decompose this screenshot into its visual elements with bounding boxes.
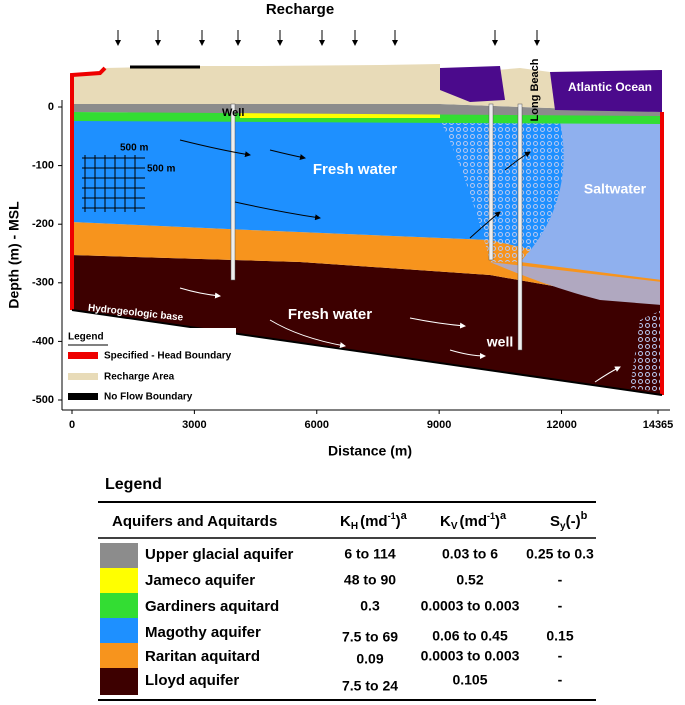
cell: 0.03 to 6 bbox=[442, 546, 498, 562]
cell: 0.06 to 0.45 bbox=[432, 628, 508, 644]
y-tick-label: 0 bbox=[48, 101, 54, 113]
mixing-dots bbox=[630, 310, 662, 392]
label: Fresh water bbox=[313, 161, 397, 178]
legend-item: Specified - Head Boundary bbox=[104, 351, 232, 362]
x-tick-label: 9000 bbox=[427, 419, 451, 431]
cross-section: Recharge Well 500 m 500 m Fresh water Sa… bbox=[6, 1, 674, 459]
table-header: KH (md-1)a bbox=[340, 510, 408, 532]
label: Fresh water bbox=[288, 306, 372, 323]
y-tick-label: -300 bbox=[32, 277, 54, 289]
cell: 7.5 to 69 bbox=[342, 629, 398, 645]
ocean bbox=[550, 70, 662, 112]
table-header: Sy(-)b bbox=[550, 510, 588, 532]
cell: 7.5 to 24 bbox=[342, 678, 398, 694]
cell: - bbox=[558, 672, 563, 688]
label: Long Beach bbox=[529, 58, 541, 121]
cell: 0.3 bbox=[360, 598, 380, 614]
swatch bbox=[100, 643, 138, 668]
x-tick-label: 0 bbox=[69, 419, 75, 431]
swatch bbox=[100, 543, 138, 568]
mixing-dots bbox=[440, 120, 564, 262]
lloyd-layer bbox=[72, 255, 662, 395]
label: Well bbox=[222, 107, 244, 119]
legend-item: No Flow Boundary bbox=[104, 392, 193, 403]
well bbox=[488, 103, 494, 261]
y-tick-label: -200 bbox=[32, 218, 54, 230]
y-tick-label: -500 bbox=[32, 394, 54, 406]
cell: 0.52 bbox=[456, 572, 483, 588]
legend-swatch bbox=[68, 352, 98, 359]
cell: 0.105 bbox=[452, 672, 487, 688]
y-tick-label: -400 bbox=[32, 335, 54, 347]
row-name: Jameco aquifer bbox=[145, 572, 255, 589]
head-boundary bbox=[70, 66, 107, 310]
y-tick-label: -100 bbox=[32, 160, 54, 172]
row-name: Gardiners aquitard bbox=[145, 598, 279, 615]
cell: 0.0003 to 0.003 bbox=[421, 648, 520, 664]
well bbox=[517, 103, 523, 351]
salt-mix bbox=[490, 262, 662, 305]
flow-arrow bbox=[179, 287, 621, 383]
flow-arrow bbox=[179, 139, 531, 239]
raritan-layer bbox=[72, 222, 662, 305]
x-tick-label: 12000 bbox=[546, 419, 577, 431]
recharge-arrow bbox=[115, 30, 540, 46]
saltwater-zone bbox=[520, 122, 662, 280]
table: Legend Aquifers and Aquitards KH (md-1)a … bbox=[98, 476, 596, 701]
well bbox=[230, 103, 236, 281]
row-name: Raritan aquitard bbox=[145, 648, 260, 665]
cell: 0.15 bbox=[546, 628, 573, 644]
legend-swatch bbox=[68, 373, 98, 380]
swatch bbox=[100, 568, 138, 593]
table-header: KV (md-1)a bbox=[440, 510, 507, 532]
label: Saltwater bbox=[584, 181, 647, 197]
legend-item: Recharge Area bbox=[104, 372, 175, 383]
x-tick-label: 6000 bbox=[305, 419, 329, 431]
x-tick-label: 3000 bbox=[182, 419, 206, 431]
grid-icon bbox=[82, 155, 145, 212]
base-line bbox=[71, 309, 663, 396]
swatch bbox=[100, 593, 138, 618]
label: 500 m bbox=[147, 164, 175, 175]
y-axis-label: Depth (m) - MSL bbox=[6, 201, 22, 309]
cell: 48 to 90 bbox=[344, 572, 396, 588]
cell: 0.25 to 0.3 bbox=[526, 546, 594, 562]
cell: 0.09 bbox=[356, 651, 383, 667]
ocean-shore bbox=[440, 66, 505, 102]
cell: 0.0003 to 0.003 bbox=[421, 598, 520, 614]
section-title: Recharge bbox=[266, 1, 334, 18]
row-name: Upper glacial aquifer bbox=[145, 546, 294, 563]
swatch bbox=[100, 668, 138, 695]
row-name: Magothy aquifer bbox=[145, 624, 261, 641]
table-title: Legend bbox=[105, 476, 162, 493]
table-header: Aquifers and Aquitards bbox=[112, 513, 277, 530]
upper-glacial-layer bbox=[72, 104, 662, 116]
cell: 6 to 114 bbox=[344, 546, 396, 562]
label: 500 m bbox=[120, 143, 148, 154]
legend-swatch bbox=[68, 393, 98, 400]
cell: - bbox=[558, 648, 563, 664]
swatch bbox=[100, 618, 138, 643]
x-axis-label: Distance (m) bbox=[328, 443, 412, 459]
cell: - bbox=[558, 598, 563, 614]
label: Atlantic Ocean bbox=[568, 80, 652, 94]
row-name: Lloyd aquifer bbox=[145, 672, 239, 689]
cell: - bbox=[558, 572, 563, 588]
recharge-area bbox=[72, 64, 440, 104]
label: well bbox=[486, 334, 513, 350]
legend-title: Legend bbox=[68, 332, 104, 343]
x-tick-label: 14365 bbox=[643, 419, 674, 431]
